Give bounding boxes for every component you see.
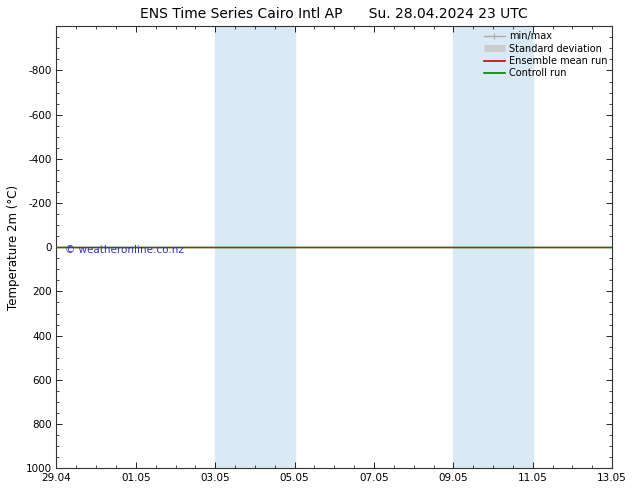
Text: © weatheronline.co.nz: © weatheronline.co.nz [65,245,184,255]
Bar [216,26,249,468]
Y-axis label: Temperature 2m (°C): Temperature 2m (°C) [7,185,20,310]
Bar [487,26,533,468]
Bar [249,26,295,468]
Legend: min/max, Standard deviation, Ensemble mean run, Controll run: min/max, Standard deviation, Ensemble me… [482,29,609,80]
Title: ENS Time Series Cairo Intl AP      Su. 28.04.2024 23 UTC: ENS Time Series Cairo Intl AP Su. 28.04.… [141,7,528,21]
Bar [453,26,487,468]
